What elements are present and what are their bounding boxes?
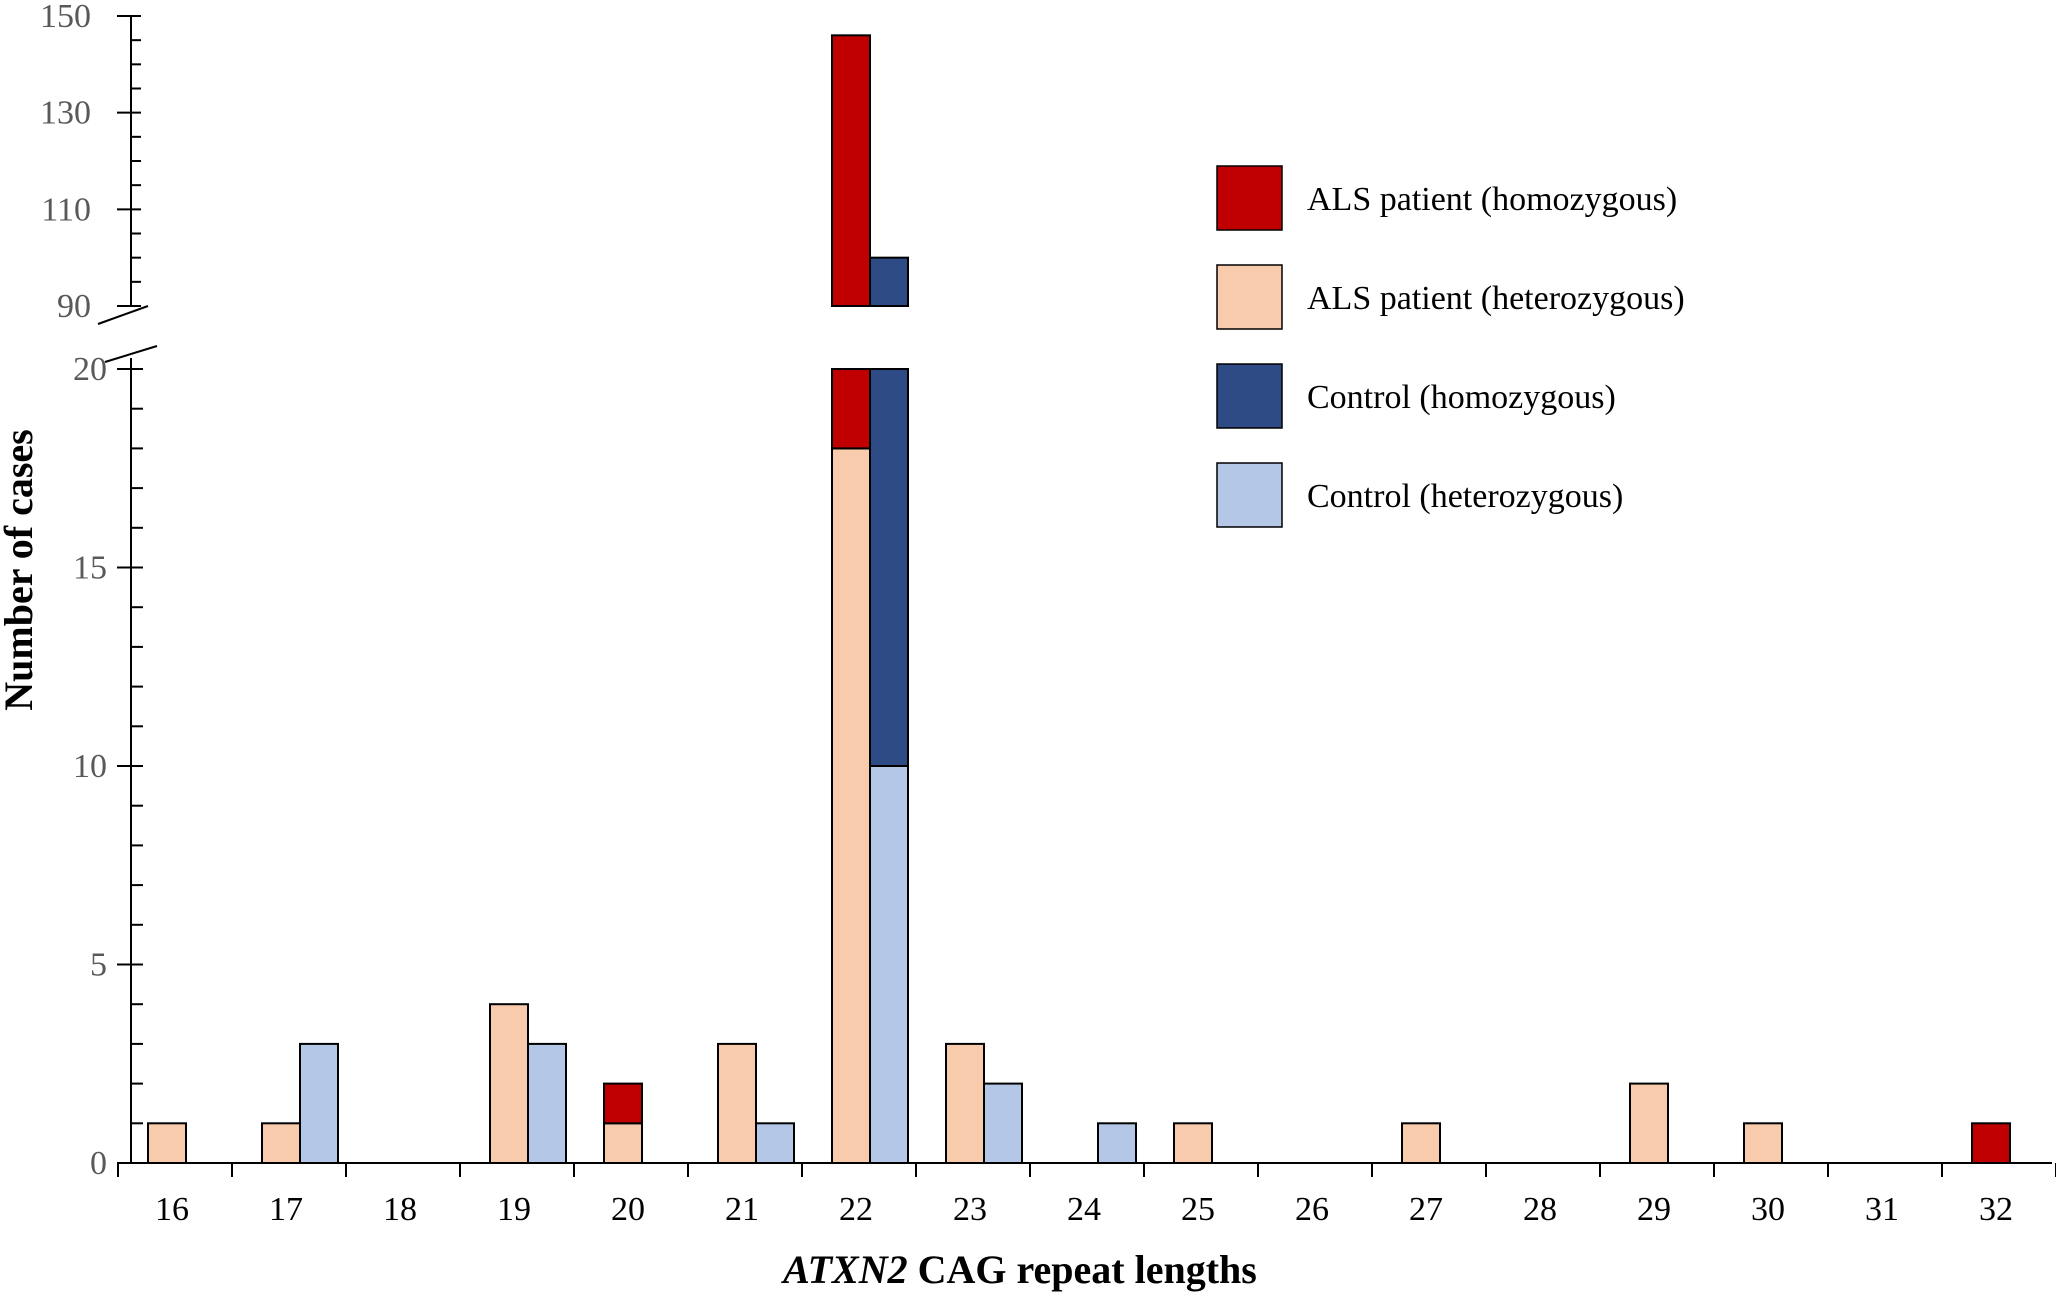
x-axis-title: ATXN2 CAG repeat lengths xyxy=(780,1247,1257,1292)
x-tick-label: 23 xyxy=(953,1191,987,1228)
bar-als-patient-homozygous-22 xyxy=(831,368,871,450)
y-tick-label: 10 xyxy=(73,748,107,785)
x-tick-label: 16 xyxy=(155,1191,189,1228)
bars xyxy=(147,34,2011,1165)
bar-control-homozygous-22 xyxy=(869,368,909,767)
axes: 0 5 10 15 20 90 110 130 150 16 17 18 19 20 21 22 23 24 25 2… xyxy=(40,0,2056,1228)
x-tick-label: 19 xyxy=(497,1191,531,1228)
bar-control-heterozygous-17 xyxy=(299,1042,339,1165)
bar-control-heterozygous-22 xyxy=(869,765,909,1164)
x-tick-label: 24 xyxy=(1067,1191,1101,1228)
bar-als-patient-heterozygous-17 xyxy=(261,1122,301,1165)
y-tick-label: 0 xyxy=(90,1145,107,1182)
x-tick-label: 18 xyxy=(383,1191,417,1228)
x-tick-label: 28 xyxy=(1523,1191,1557,1228)
x-tick-label: 29 xyxy=(1637,1191,1671,1228)
y-tick-label: 90 xyxy=(57,288,91,325)
x-axis-title-gene: ATXN2 xyxy=(780,1247,907,1292)
legend-label: ALS patient (homozygous) xyxy=(1307,181,1677,218)
bar-als-patient-heterozygous-20 xyxy=(603,1122,643,1165)
bar-als-patient-heterozygous-16 xyxy=(147,1122,187,1165)
bar-als-patient-heterozygous-23 xyxy=(945,1042,985,1165)
legend-swatch xyxy=(1216,363,1283,429)
bar-als-patient-heterozygous-21 xyxy=(717,1042,757,1165)
axis-break-mark xyxy=(104,345,158,363)
x-tick-label: 27 xyxy=(1409,1191,1443,1228)
x-tick-label: 32 xyxy=(1979,1191,2013,1228)
legend-label: Control (heterozygous) xyxy=(1307,478,1623,515)
y-tick-label: 130 xyxy=(40,95,91,132)
bar-als-patient-heterozygous-19 xyxy=(489,1003,529,1165)
bar-als-patient-heterozygous-30 xyxy=(1743,1122,1783,1165)
y-tick-label: 150 xyxy=(40,0,91,35)
y-tick-label: 15 xyxy=(73,550,107,587)
y-tick-label: 5 xyxy=(90,947,107,984)
x-tick-label: 26 xyxy=(1295,1191,1329,1228)
bar-control-homozygous-22 xyxy=(869,256,909,307)
bar-als-patient-heterozygous-25 xyxy=(1173,1122,1213,1165)
x-tick-label: 25 xyxy=(1181,1191,1215,1228)
y-tick-label: 20 xyxy=(73,351,107,388)
x-tick-label: 20 xyxy=(611,1191,645,1228)
bar-als-patient-heterozygous-29 xyxy=(1629,1082,1669,1164)
legend-swatch xyxy=(1216,264,1283,330)
bar-control-heterozygous-21 xyxy=(755,1122,795,1165)
bar-als-patient-homozygous-20 xyxy=(603,1082,643,1125)
legend-swatch xyxy=(1216,462,1283,528)
bar-als-patient-heterozygous-22 xyxy=(831,447,871,1164)
bar-als-patient-homozygous-22 xyxy=(831,34,871,307)
x-tick-label: 21 xyxy=(725,1191,759,1228)
x-axis-title-rest: CAG repeat lengths xyxy=(908,1247,1257,1292)
bar-control-heterozygous-23 xyxy=(983,1082,1023,1164)
axis-break-mark xyxy=(97,305,149,325)
legend-label: ALS patient (heterozygous) xyxy=(1307,280,1685,317)
bar-control-heterozygous-24 xyxy=(1097,1122,1137,1165)
x-tick-label: 31 xyxy=(1865,1191,1899,1228)
y-tick-label: 110 xyxy=(41,191,91,228)
legend: ALS patient (homozygous) ALS patient (het… xyxy=(1216,165,1685,528)
legend-label: Control (homozygous) xyxy=(1307,379,1616,416)
y-axis-title: Number of cases xyxy=(0,429,41,710)
x-tick-label: 22 xyxy=(839,1191,873,1228)
x-tick-label: 17 xyxy=(269,1191,303,1228)
bar-control-heterozygous-19 xyxy=(527,1042,567,1165)
bar-als-patient-homozygous-32 xyxy=(1971,1122,2011,1165)
legend-swatch xyxy=(1216,165,1283,231)
bar-als-patient-heterozygous-27 xyxy=(1401,1122,1441,1165)
x-tick-label: 30 xyxy=(1751,1191,1785,1228)
